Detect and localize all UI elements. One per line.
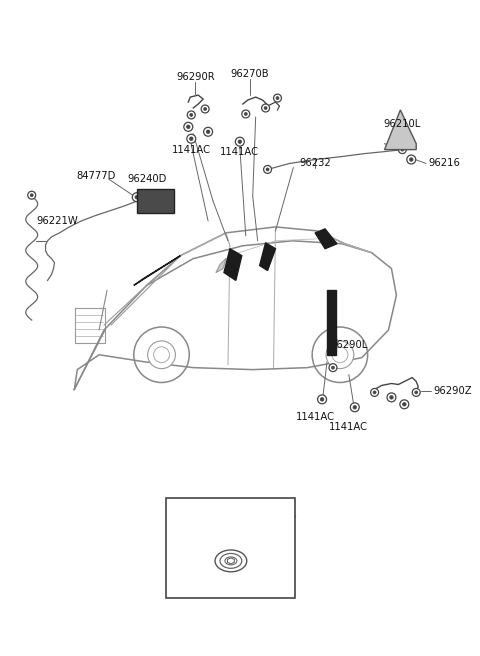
Circle shape [403, 403, 406, 406]
Circle shape [154, 347, 169, 363]
Circle shape [242, 110, 250, 118]
Circle shape [264, 106, 267, 110]
Circle shape [190, 113, 193, 116]
Circle shape [28, 192, 36, 199]
Circle shape [401, 148, 404, 151]
Circle shape [412, 388, 420, 396]
Circle shape [244, 112, 247, 115]
Circle shape [398, 146, 406, 154]
Bar [327, 291, 336, 355]
Text: 1141AC: 1141AC [296, 412, 335, 422]
Polygon shape [224, 249, 242, 280]
Ellipse shape [225, 557, 237, 565]
Text: 84777D: 84777D [76, 171, 116, 181]
Polygon shape [384, 110, 416, 150]
Text: 96216: 96216 [428, 159, 460, 169]
Text: 1339CC: 1339CC [210, 502, 252, 512]
Circle shape [204, 127, 213, 136]
Polygon shape [315, 229, 337, 249]
Circle shape [204, 108, 206, 110]
Circle shape [350, 403, 359, 412]
Text: 96290Z: 96290Z [433, 386, 472, 396]
Circle shape [329, 363, 337, 371]
Circle shape [409, 157, 413, 161]
Circle shape [238, 140, 241, 144]
Circle shape [373, 391, 376, 394]
Circle shape [187, 111, 195, 119]
Bar [75, 308, 105, 343]
Text: 96232: 96232 [299, 159, 331, 169]
Circle shape [206, 130, 210, 134]
Circle shape [274, 94, 281, 102]
Circle shape [190, 137, 193, 140]
Circle shape [320, 398, 324, 401]
Text: 1141AC: 1141AC [172, 144, 211, 155]
Circle shape [387, 393, 396, 402]
Circle shape [132, 193, 141, 201]
Text: 96290L: 96290L [330, 340, 368, 350]
Circle shape [371, 388, 379, 396]
Circle shape [390, 396, 393, 399]
Text: 96240D: 96240D [127, 174, 167, 184]
Circle shape [148, 341, 175, 369]
Polygon shape [260, 243, 276, 270]
Circle shape [187, 125, 190, 129]
Circle shape [264, 165, 272, 173]
Circle shape [201, 105, 209, 113]
Circle shape [184, 123, 193, 131]
Circle shape [407, 155, 416, 164]
Text: 1141AC: 1141AC [220, 146, 259, 157]
Circle shape [135, 195, 139, 199]
Circle shape [332, 347, 348, 363]
Text: 96221W: 96221W [36, 216, 78, 226]
Circle shape [400, 400, 409, 409]
Text: 1141AC: 1141AC [329, 422, 368, 432]
Bar [167, 499, 295, 598]
Circle shape [30, 194, 33, 197]
Circle shape [318, 395, 326, 404]
Circle shape [332, 366, 335, 369]
Polygon shape [134, 256, 180, 285]
Circle shape [276, 96, 279, 100]
Ellipse shape [215, 550, 247, 572]
Bar [137, 190, 174, 213]
Ellipse shape [220, 554, 242, 568]
Circle shape [326, 341, 354, 369]
Circle shape [187, 134, 196, 143]
Polygon shape [216, 258, 226, 272]
Circle shape [353, 405, 357, 409]
Circle shape [262, 104, 270, 112]
Text: 96270B: 96270B [230, 70, 269, 79]
Text: 96290R: 96290R [176, 72, 215, 82]
Circle shape [415, 391, 418, 394]
Text: 96210L: 96210L [384, 119, 421, 129]
Circle shape [235, 137, 244, 146]
Circle shape [266, 168, 269, 171]
